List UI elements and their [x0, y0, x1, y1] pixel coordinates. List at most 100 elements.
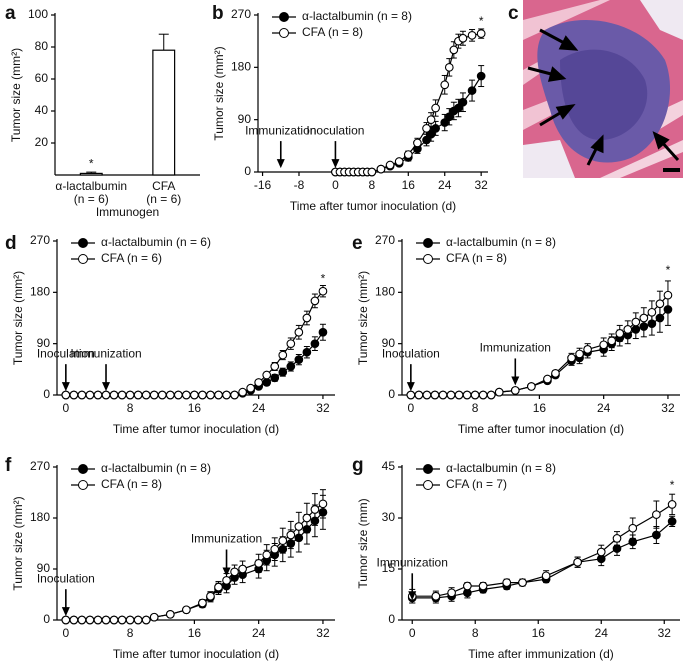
arrow-head — [331, 159, 340, 169]
y-tick-label: 0 — [388, 612, 395, 626]
panel-letter: c — [508, 3, 519, 24]
legend-label: α-lactalbumin (n = 6) — [101, 235, 211, 249]
data-point — [230, 567, 239, 577]
data-point — [165, 390, 175, 400]
x-axis-label: Time after tumor inoculation (d) — [113, 647, 279, 661]
data-point — [667, 500, 677, 509]
x-tick-label: -16 — [254, 178, 272, 192]
data-point — [385, 160, 395, 170]
y-axis-label: Tumor size (mm) — [356, 498, 370, 588]
data-point — [206, 390, 215, 400]
data-point — [655, 299, 665, 309]
data-point — [440, 80, 450, 90]
data-point — [615, 329, 625, 338]
x-tick-label: CFA — [152, 179, 175, 193]
data-point — [444, 62, 454, 72]
data-point — [302, 347, 312, 357]
legend-marker — [78, 254, 88, 264]
data-point — [61, 615, 71, 625]
data-point — [61, 390, 71, 400]
data-point — [639, 322, 649, 331]
legend-label: CFA (n = 7) — [446, 477, 507, 491]
annotation: Immunization — [70, 346, 141, 360]
data-point — [222, 390, 231, 400]
x-tick-label: 24 — [252, 401, 266, 415]
legend-label: α-lactalbumin (n = 8) — [302, 9, 412, 23]
y-axis-label: Tumor size (mm²) — [212, 46, 226, 140]
data-point — [463, 581, 472, 591]
x-tick-label: 32 — [661, 401, 675, 415]
data-point — [567, 353, 576, 363]
data-point — [85, 615, 95, 625]
data-point — [318, 327, 328, 337]
x-tick-label: 16 — [532, 626, 546, 640]
data-point — [254, 378, 264, 387]
arrow-head — [61, 607, 70, 617]
data-point — [286, 362, 296, 371]
data-point — [302, 513, 312, 523]
data-point — [286, 530, 296, 540]
data-point — [486, 390, 496, 400]
data-point — [494, 387, 504, 397]
data-point — [652, 510, 661, 519]
data-point — [141, 615, 151, 625]
data-point — [440, 118, 450, 127]
data-point — [117, 390, 127, 400]
data-point — [478, 390, 488, 400]
data-point — [286, 339, 296, 349]
data-point — [454, 390, 464, 400]
data-point — [141, 390, 151, 400]
legend-label: CFA (n = 8) — [446, 251, 507, 265]
data-point — [262, 550, 272, 560]
annotation: Immunization — [191, 532, 262, 546]
data-point — [403, 150, 413, 159]
data-point — [406, 390, 416, 400]
y-tick-label: 180 — [375, 285, 395, 299]
annotation: * — [666, 263, 671, 277]
annotation: * — [670, 478, 675, 492]
legend-marker — [78, 238, 88, 248]
legend-marker — [423, 238, 433, 248]
data-point — [262, 378, 272, 387]
x-tick-label: 8 — [369, 178, 376, 192]
data-point — [278, 536, 288, 546]
data-point — [518, 578, 527, 587]
data-point — [607, 336, 617, 346]
data-point — [663, 305, 673, 314]
data-point — [190, 390, 199, 400]
y-axis-label: Tumor size (mm²) — [11, 496, 25, 590]
data-point — [246, 383, 255, 393]
data-point — [157, 390, 167, 400]
x-tick-label: α-lactalbumin — [55, 179, 127, 193]
data-point — [467, 31, 477, 40]
x-tick-label: 0 — [407, 401, 414, 415]
y-tick-label: 90 — [382, 336, 396, 350]
tumor-core — [560, 49, 648, 140]
data-point — [230, 390, 239, 400]
data-point — [631, 317, 641, 327]
y-tick-label: 90 — [37, 561, 51, 575]
data-point — [222, 575, 231, 585]
annotation: * — [89, 156, 94, 170]
x-tick-label: 16 — [533, 401, 547, 415]
data-point — [376, 164, 386, 174]
x-axis-label: Time after tumor inoculation (d) — [290, 199, 456, 213]
data-point — [541, 571, 551, 581]
legend-label: α-lactalbumin (n = 8) — [446, 461, 556, 475]
y-tick-label: 0 — [43, 387, 50, 401]
arrow-head — [276, 159, 285, 169]
annotation: * — [321, 271, 326, 285]
x-tick-label: 32 — [316, 626, 330, 640]
data-point — [294, 327, 304, 337]
arrow-head — [102, 382, 111, 392]
white-area — [523, 0, 683, 178]
data-point — [101, 615, 111, 625]
data-point — [599, 340, 609, 350]
data-point — [149, 390, 159, 400]
data-point — [310, 505, 320, 514]
data-point — [286, 539, 296, 548]
data-point — [302, 524, 312, 534]
legend-label: CFA (n = 8) — [101, 477, 162, 491]
legend-label: CFA (n = 8) — [302, 25, 363, 39]
data-point — [318, 499, 328, 509]
